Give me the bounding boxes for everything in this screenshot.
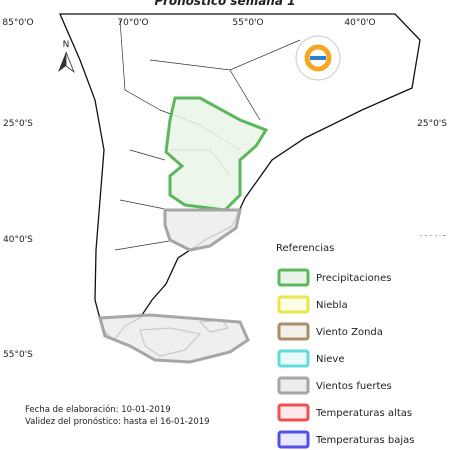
- map-title: Pronóstico semana 1: [155, 0, 296, 8]
- longitude-label: 85°0'O: [2, 18, 33, 28]
- legend-swatch: [277, 430, 310, 449]
- legend-label: Viento Zonda: [316, 327, 383, 338]
- legend-label: Temperaturas bajas: [315, 435, 415, 446]
- legend-swatch: [277, 295, 310, 314]
- legend-label: Nieve: [316, 354, 344, 365]
- legend-swatch: [277, 403, 310, 422]
- footer-date: Fecha de elaboración: 10-01-2019: [25, 404, 171, 415]
- legend-swatch: [277, 376, 310, 395]
- legend-title: Referencias: [276, 243, 334, 254]
- legend-swatch: [277, 349, 310, 368]
- latitude-label: 25°0'S: [3, 119, 33, 129]
- legend-label: Temperaturas altas: [315, 408, 412, 419]
- latitude-label: 40°0'S: [3, 235, 33, 245]
- legend-label: Niebla: [316, 300, 348, 311]
- legend-label: Vientos fuertes: [316, 381, 392, 392]
- longitude-label: 55°0'O: [232, 18, 263, 28]
- logo: [295, 35, 341, 81]
- latitude-label: 25°0'S: [417, 119, 447, 129]
- strong-wind-area-south: [98, 313, 250, 364]
- legend-swatch: [277, 268, 310, 287]
- north-label: N: [63, 40, 70, 50]
- longitude-label: 70°0'O: [117, 18, 148, 28]
- longitude-label: 40°0'O: [344, 18, 375, 28]
- legend-swatch: [277, 322, 310, 341]
- footer-validity: Validez del pronóstico: hasta el 16-01-2…: [25, 416, 210, 427]
- latitude-label: 55°0'S: [3, 350, 33, 360]
- north-arrow: N: [58, 40, 75, 74]
- legend-label: Precipitaciones: [316, 273, 391, 284]
- strong-wind-area-north: [163, 208, 242, 252]
